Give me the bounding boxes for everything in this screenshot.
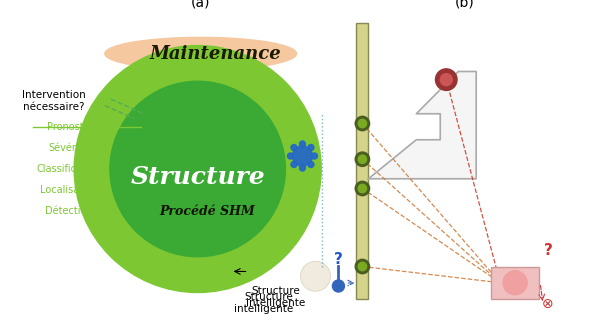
Circle shape bbox=[435, 69, 457, 90]
Circle shape bbox=[308, 145, 314, 150]
Circle shape bbox=[292, 146, 313, 166]
Text: ?: ? bbox=[544, 243, 552, 258]
Circle shape bbox=[300, 165, 305, 171]
Text: Structure
intelligente: Structure intelligente bbox=[246, 286, 305, 307]
Text: Détection: Détection bbox=[45, 206, 93, 216]
Text: (b): (b) bbox=[455, 0, 474, 10]
Circle shape bbox=[308, 162, 314, 167]
Circle shape bbox=[311, 153, 317, 159]
Text: Pronostic: Pronostic bbox=[47, 122, 91, 132]
Circle shape bbox=[358, 119, 367, 128]
Circle shape bbox=[355, 259, 370, 274]
Polygon shape bbox=[368, 72, 476, 179]
Circle shape bbox=[355, 181, 370, 196]
Ellipse shape bbox=[105, 37, 297, 70]
Circle shape bbox=[358, 184, 367, 193]
Circle shape bbox=[291, 145, 297, 150]
Circle shape bbox=[110, 81, 285, 257]
FancyBboxPatch shape bbox=[356, 23, 368, 299]
Circle shape bbox=[291, 162, 297, 167]
Circle shape bbox=[355, 152, 370, 166]
Text: Intervention
nécessaire?: Intervention nécessaire? bbox=[22, 90, 86, 111]
Text: Procédé SHM: Procédé SHM bbox=[160, 205, 256, 218]
Circle shape bbox=[300, 141, 305, 147]
Text: ⊗: ⊗ bbox=[541, 297, 553, 311]
Circle shape bbox=[332, 280, 344, 292]
Circle shape bbox=[301, 261, 331, 291]
Circle shape bbox=[503, 271, 527, 295]
Circle shape bbox=[358, 262, 367, 271]
Text: ?: ? bbox=[334, 253, 343, 267]
Text: Localisation: Localisation bbox=[40, 185, 98, 195]
Circle shape bbox=[358, 155, 367, 163]
Text: Structure: Structure bbox=[131, 165, 265, 189]
FancyBboxPatch shape bbox=[491, 266, 539, 299]
Circle shape bbox=[355, 116, 370, 131]
Text: Structure
intelligente: Structure intelligente bbox=[234, 292, 294, 314]
Text: Maintenance: Maintenance bbox=[150, 45, 282, 63]
Text: (a): (a) bbox=[191, 0, 210, 10]
Circle shape bbox=[288, 153, 294, 159]
Circle shape bbox=[440, 74, 452, 85]
Text: Sévérité: Sévérité bbox=[49, 143, 89, 153]
Text: Classification: Classification bbox=[37, 164, 101, 174]
Circle shape bbox=[74, 46, 321, 292]
